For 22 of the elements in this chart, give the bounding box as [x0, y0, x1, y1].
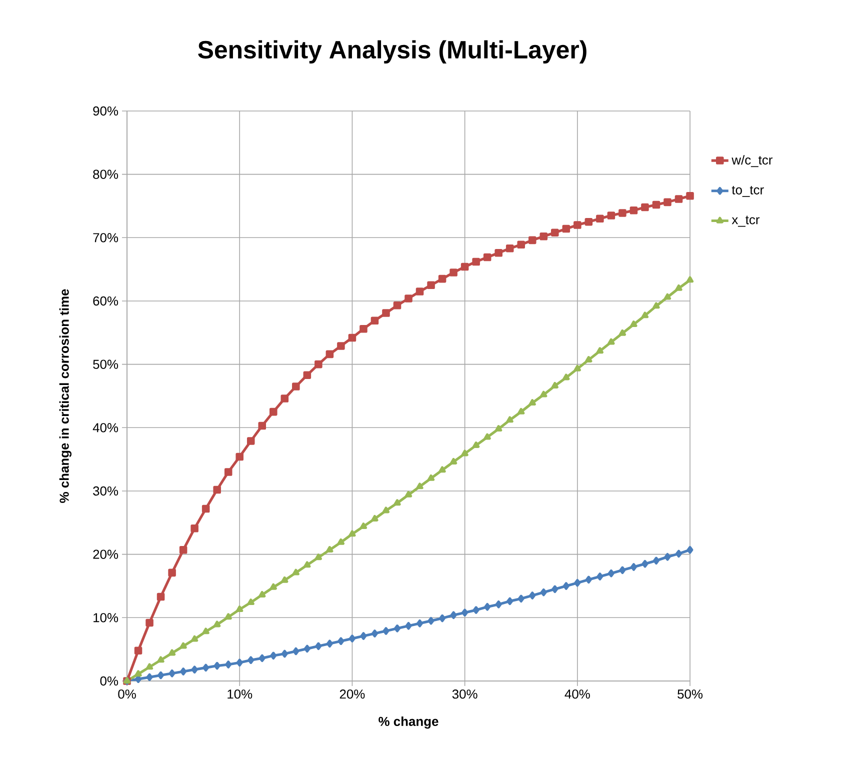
y-tick-label: 10% — [94, 613, 118, 622]
chart-title: Sensitivity Analysis (Multi-Layer) — [198, 40, 586, 64]
x-tick-label: 50% — [678, 690, 703, 699]
x-tick-label: 10% — [228, 690, 252, 699]
y-tick-label: 20% — [93, 550, 118, 559]
y-tick-label: 0% — [100, 676, 118, 686]
y-axis-title: % change in critical corrosion time — [59, 289, 72, 503]
y-tick-label: 60% — [93, 296, 118, 306]
x-tick-label: 40% — [564, 690, 590, 699]
x-tick-label: 30% — [452, 690, 478, 699]
y-tick-label: 90% — [93, 106, 118, 116]
y-tick-label: 40% — [92, 423, 118, 432]
y-tick-label: 50% — [93, 360, 118, 369]
x-tick-label: 0% — [118, 690, 136, 699]
y-tick-label: 30% — [93, 486, 118, 496]
legend-label: x_tcr — [732, 216, 760, 227]
x-axis-title: % change — [378, 716, 438, 729]
legend-label: to_tcr — [732, 186, 764, 197]
legend-label: w/c_tcr — [732, 155, 772, 168]
x-tick-label: 20% — [340, 690, 365, 699]
y-tick-label: 70% — [93, 233, 118, 242]
y-tick-label: 80% — [93, 170, 118, 179]
